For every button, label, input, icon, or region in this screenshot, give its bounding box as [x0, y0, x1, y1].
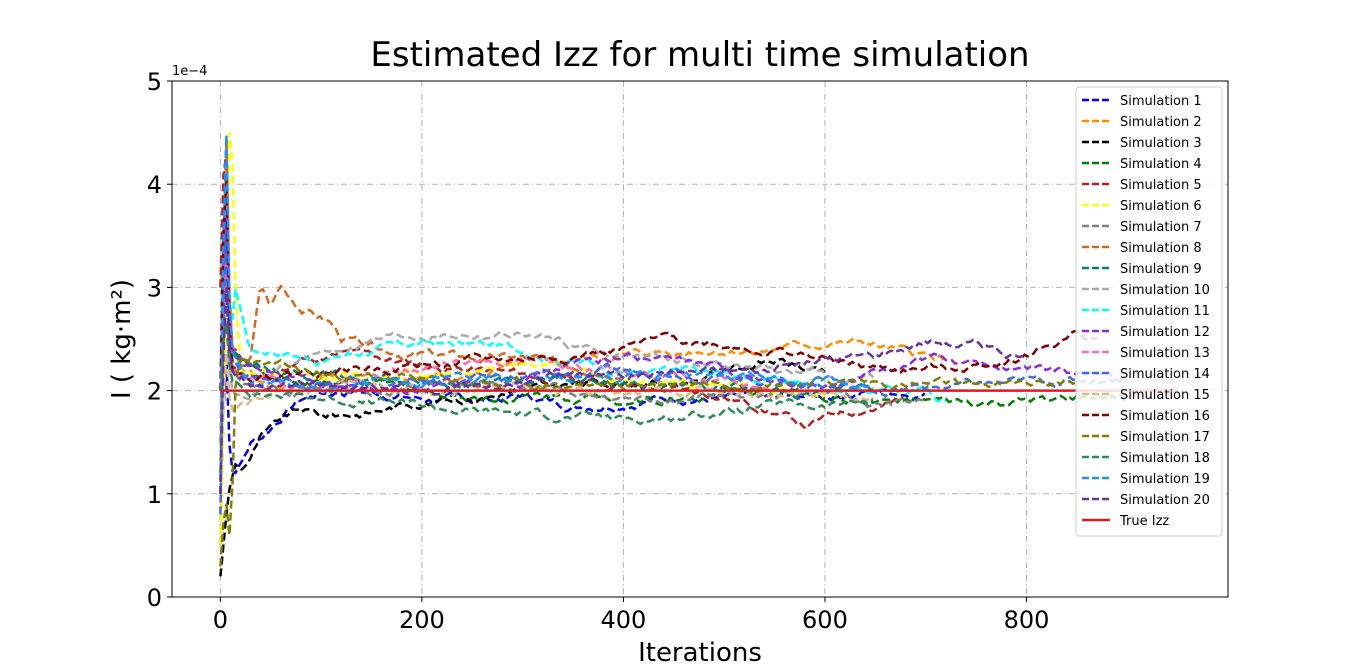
legend-label: Simulation 3	[1120, 136, 1202, 151]
legend-label: Simulation 5	[1120, 178, 1202, 193]
legend-label: Simulation 13	[1120, 346, 1210, 361]
series-line-19	[219, 134, 874, 494]
grid	[172, 80, 1228, 598]
legend-label: Simulation 1	[1120, 94, 1202, 109]
x-tick-label: 400	[601, 606, 647, 634]
legend-label: Simulation 9	[1120, 262, 1202, 277]
y-tick-label: 5	[147, 68, 162, 96]
y-axis-label: I ( kg·m²)	[107, 279, 137, 399]
series-line-10	[219, 291, 875, 443]
series-line-17	[219, 353, 1077, 567]
y-tick-label: 2	[147, 378, 162, 406]
x-tick-label: 600	[802, 606, 848, 634]
legend-label: Simulation 16	[1120, 409, 1210, 424]
legend-label: Simulation 6	[1120, 199, 1202, 214]
series-line-18	[219, 322, 874, 426]
legend: Simulation 1 Simulation 2 Simulation 3 Simu…	[1075, 86, 1223, 537]
y-tick-label: 3	[147, 274, 162, 302]
y-tick-label: 0	[147, 584, 162, 612]
legend-label: Simulation 11	[1120, 304, 1210, 319]
legend-label: True Izz	[1119, 514, 1169, 529]
legend-label: Simulation 17	[1120, 430, 1210, 445]
legend-label: Simulation 19	[1120, 472, 1210, 487]
plot-frame	[171, 80, 1229, 598]
legend-label: Simulation 7	[1120, 220, 1202, 235]
legend-label: Simulation 4	[1120, 157, 1202, 172]
legend-label: Simulation 14	[1120, 367, 1210, 382]
legend-label: Simulation 18	[1120, 451, 1210, 466]
chart-title: Estimated Izz for multi time simulation	[370, 35, 1029, 75]
legend-label: Simulation 10	[1120, 283, 1210, 298]
legend-label: Simulation 12	[1120, 325, 1210, 340]
legend-label: Simulation 8	[1120, 241, 1202, 256]
axes: 0 200 400 600 800 0 1 2 3 4 5	[147, 68, 1050, 634]
x-axis-label: Iterations	[638, 638, 762, 668]
series-line-6	[219, 132, 826, 546]
legend-box	[1075, 86, 1223, 537]
series-line-12	[219, 217, 1128, 494]
series-line-20	[219, 287, 1026, 494]
series-line-15	[219, 353, 875, 494]
legend-label: Simulation 2	[1120, 115, 1202, 130]
legend-label: Simulation 20	[1120, 493, 1210, 508]
series-line-16	[219, 180, 1098, 391]
y-tick-label: 4	[147, 171, 162, 199]
x-tick-label: 800	[1004, 606, 1050, 634]
series-layer	[219, 132, 1178, 577]
legend-label: Simulation 15	[1120, 388, 1210, 403]
x-tick-label: 0	[213, 606, 228, 634]
y-offset-label: 1e−4	[172, 64, 207, 79]
y-tick-label: 1	[147, 481, 162, 509]
x-tick-label: 200	[399, 606, 445, 634]
